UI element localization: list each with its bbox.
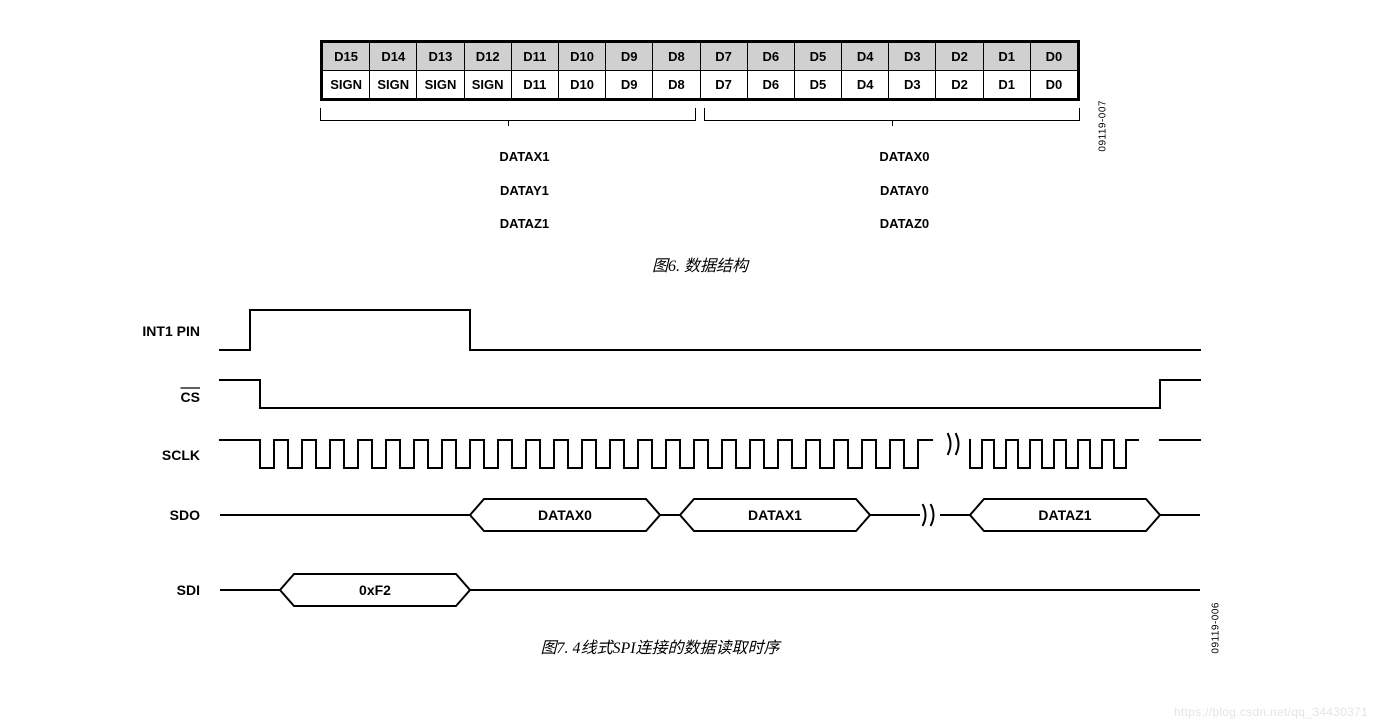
bit-table: D15 D14 D13 D12 D11 D10 D9 D8 D7 D6 D5 D… — [322, 42, 1078, 99]
bit-header-cell: D12 — [464, 43, 511, 71]
bit-value-cell: SIGN — [464, 71, 511, 99]
bit-table-header-row: D15 D14 D13 D12 D11 D10 D9 D8 D7 D6 D5 D… — [323, 43, 1078, 71]
svg-text:SDO: SDO — [170, 507, 200, 523]
bit-value-cell: D11 — [511, 71, 558, 99]
svg-text:INT1 PIN: INT1 PIN — [142, 323, 200, 339]
bit-table-value-row: SIGN SIGN SIGN SIGN D11 D10 D9 D8 D7 D6 … — [323, 71, 1078, 99]
bit-value-cell: D4 — [842, 71, 889, 99]
bit-header-cell: D0 — [1030, 43, 1077, 71]
bit-header-cell: D2 — [936, 43, 983, 71]
brace-left-labels: DATAX1 DATAY1 DATAZ1 — [320, 132, 700, 250]
bit-header-cell: D1 — [983, 43, 1030, 71]
brace-left-label: DATAX1 — [499, 149, 549, 164]
brace-right-label: DATAX0 — [879, 149, 929, 164]
svg-text:0xF2: 0xF2 — [359, 582, 391, 598]
watermark: https://blog.csdn.net/qq_34430371 — [1174, 705, 1368, 719]
bit-value-cell: SIGN — [417, 71, 464, 99]
svg-text:DATAX0: DATAX0 — [538, 507, 592, 523]
timing-diagram-svg: INT1 PIN CS SCLK SDO DATAX0 DATAX1 DATAZ1 SDI 0x… — [100, 280, 1220, 620]
bit-value-cell: D2 — [936, 71, 983, 99]
bit-header-cell: D7 — [700, 43, 747, 71]
bit-header-cell: D14 — [370, 43, 417, 71]
bit-value-cell: D9 — [606, 71, 653, 99]
bit-value-cell: SIGN — [370, 71, 417, 99]
brace-left-label: DATAZ1 — [500, 216, 549, 231]
bit-value-cell: D6 — [747, 71, 794, 99]
bit-header-cell: D13 — [417, 43, 464, 71]
figure-7-sidecode: 09119-006 — [1211, 602, 1222, 654]
svg-text:DATAZ1: DATAZ1 — [1038, 507, 1091, 523]
bit-table-wrap: D15 D14 D13 D12 D11 D10 D9 D8 D7 D6 D5 D… — [320, 40, 1080, 101]
bit-value-cell: D8 — [653, 71, 700, 99]
brace-right-labels: DATAX0 DATAY0 DATAZ0 — [700, 132, 1080, 250]
bit-value-cell: D3 — [889, 71, 936, 99]
svg-text:SDI: SDI — [177, 582, 200, 598]
bit-value-cell: D10 — [558, 71, 605, 99]
figure-6-sidecode: 09119-007 — [1098, 100, 1109, 152]
figure-7: INT1 PIN CS SCLK SDO DATAX0 DATAX1 DATAZ1 SDI 0x… — [100, 280, 1220, 658]
svg-text:SCLK: SCLK — [162, 447, 200, 463]
figure-6: D15 D14 D13 D12 D11 D10 D9 D8 D7 D6 D5 D… — [320, 40, 1080, 276]
brace-right-label: DATAY0 — [880, 183, 929, 198]
bit-value-cell: D5 — [794, 71, 841, 99]
figure-6-caption: 图6. 数据结构 — [320, 252, 1080, 276]
svg-text:CS: CS — [181, 389, 200, 405]
bit-value-cell: SIGN — [323, 71, 370, 99]
figure-7-caption: 图7. 4线式SPI连接的数据读取时序 — [100, 634, 1220, 658]
bit-header-cell: D4 — [842, 43, 889, 71]
bit-header-cell: D11 — [511, 43, 558, 71]
bit-value-cell: D7 — [700, 71, 747, 99]
brace-row — [320, 108, 1080, 128]
brace-left-label: DATAY1 — [500, 183, 549, 198]
bit-header-cell: D9 — [606, 43, 653, 71]
bit-header-cell: D8 — [653, 43, 700, 71]
bit-header-cell: D6 — [747, 43, 794, 71]
bit-header-cell: D10 — [558, 43, 605, 71]
svg-text:DATAX1: DATAX1 — [748, 507, 802, 523]
bit-header-cell: D5 — [794, 43, 841, 71]
bit-value-cell: D0 — [1030, 71, 1077, 99]
bit-header-cell: D3 — [889, 43, 936, 71]
bit-header-cell: D15 — [323, 43, 370, 71]
bit-value-cell: D1 — [983, 71, 1030, 99]
brace-left — [320, 108, 696, 121]
brace-right-label: DATAZ0 — [880, 216, 929, 231]
page: D15 D14 D13 D12 D11 D10 D9 D8 D7 D6 D5 D… — [0, 0, 1376, 723]
brace-right — [704, 108, 1080, 121]
